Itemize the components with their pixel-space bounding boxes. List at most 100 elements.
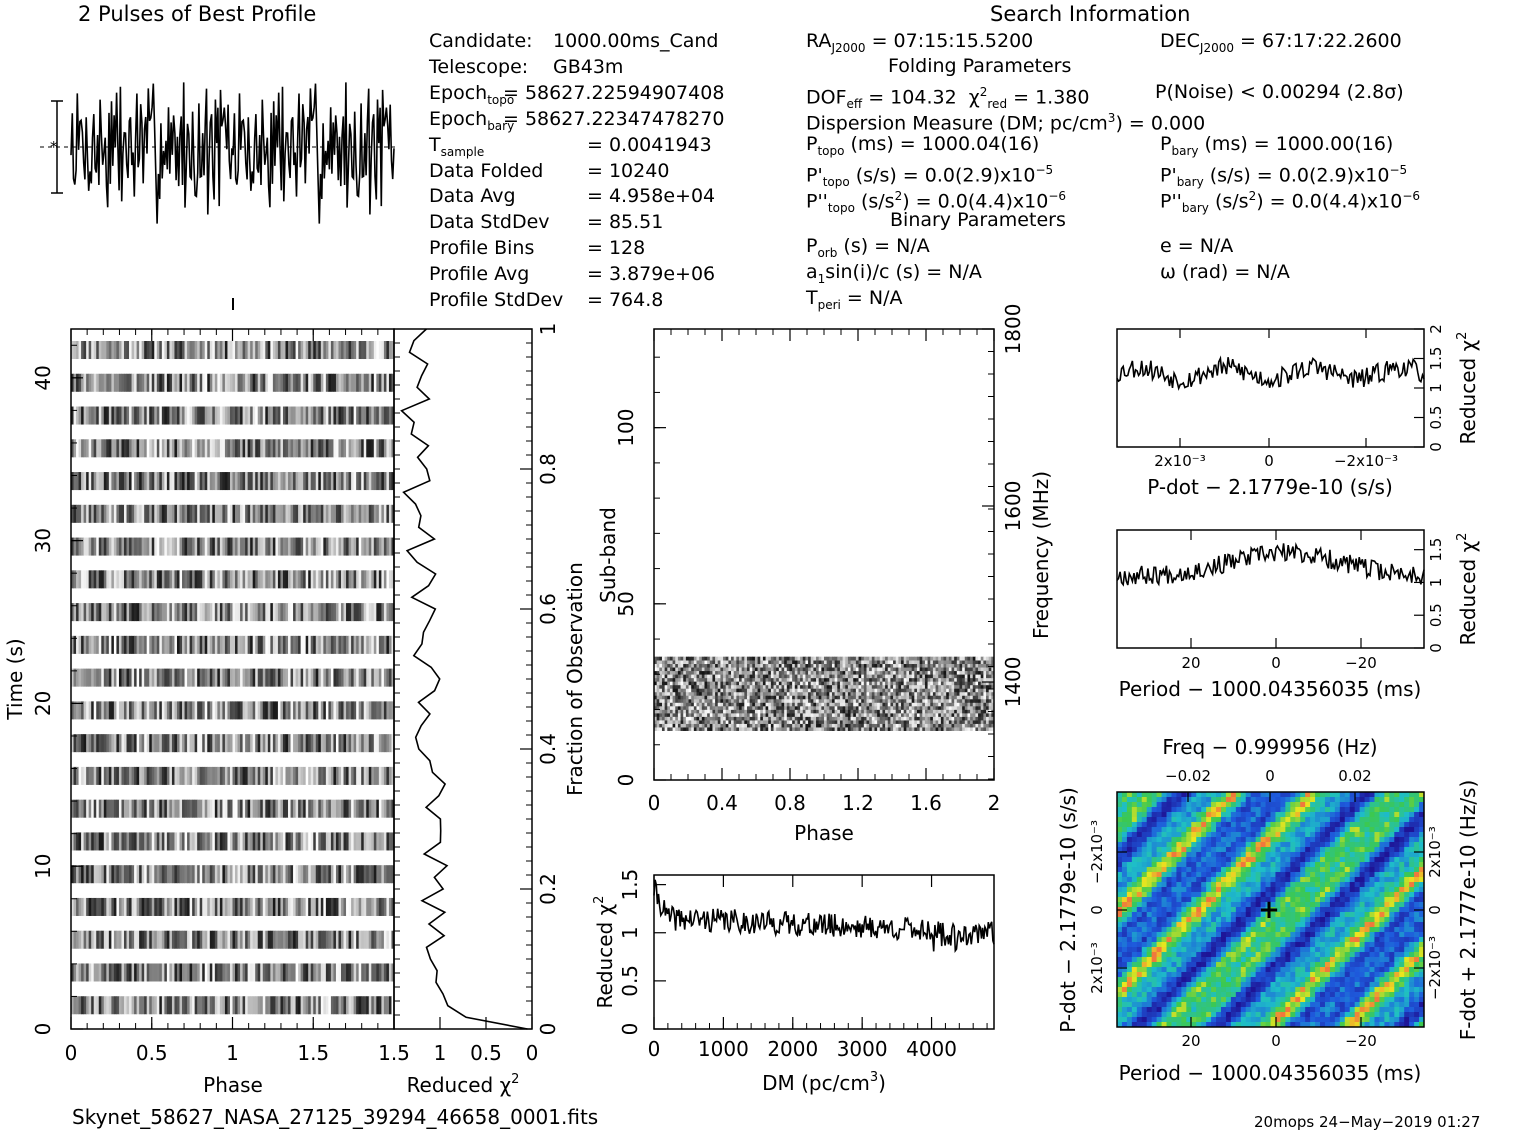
time-phase-cell (159, 341, 163, 360)
time-phase-cell (187, 766, 190, 785)
subband-cell (731, 677, 735, 682)
time-phase-cell (267, 406, 271, 425)
time-phase-cell (323, 373, 327, 392)
time-phase-cell (303, 341, 307, 360)
time-phase-cell (237, 832, 241, 851)
subband-cell (760, 691, 764, 696)
time-phase-cell (313, 635, 317, 654)
time-phase-cell (371, 832, 375, 851)
subband-cell (831, 727, 836, 731)
time-phase-cell (318, 439, 322, 458)
time-phase-cell (341, 570, 344, 589)
subband-cell (893, 677, 897, 682)
subband-cell (842, 716, 846, 721)
time-phase-cell (189, 570, 193, 589)
time-phase-cell (71, 897, 74, 916)
subband-cell (834, 691, 838, 696)
time-phase-cell (194, 504, 198, 523)
subband-cell (733, 695, 737, 700)
time-phase-cell (86, 635, 90, 654)
time-phase-cell (96, 603, 100, 622)
subband-cell (794, 677, 798, 682)
time-phase-cell (106, 603, 110, 622)
subband-cell (728, 713, 732, 717)
subband-cell (826, 720, 830, 724)
time-phase-cell (252, 996, 256, 1015)
time-phase-cell (371, 865, 375, 884)
time-phase-cell (272, 504, 276, 523)
time-phase-cell (116, 603, 120, 622)
time-phase-cell (184, 635, 188, 654)
time-phase-cell (176, 472, 180, 491)
time-phase-cell (217, 865, 221, 884)
time-phase-cell (232, 472, 236, 491)
time-phase-cell (214, 504, 218, 523)
time-phase-cell (217, 832, 221, 851)
subband-cell (866, 695, 870, 700)
time-phase-cell (368, 734, 372, 753)
subband-cell (797, 688, 801, 693)
subband-cell (924, 677, 928, 682)
time-phase-cell (282, 635, 286, 654)
subband-cell (970, 688, 974, 693)
time-phase-cell (164, 406, 168, 425)
subband-cell (760, 716, 764, 721)
time-phase-cell (159, 996, 163, 1015)
time-phase-cell (154, 701, 158, 720)
time-phase-cell (179, 406, 183, 425)
subband-cell (688, 695, 692, 700)
subband-cell (810, 723, 814, 728)
subband-cell (784, 684, 788, 689)
time-phase-cell (197, 472, 201, 491)
time-phase-cell (376, 963, 380, 982)
time-phase-cell (219, 504, 223, 523)
time-phase-cell (245, 996, 249, 1015)
subband-cell (930, 723, 934, 728)
subband-cell (869, 723, 873, 728)
time-phase-cell (156, 734, 160, 753)
subband-cell (693, 691, 697, 696)
subband-cell (770, 698, 774, 703)
subband-cell (760, 720, 764, 724)
time-phase-cell (154, 504, 158, 523)
subband-cell (693, 684, 697, 689)
time-phase-cell (197, 865, 201, 884)
time-phase-cell (192, 472, 196, 491)
subband-cell (866, 677, 870, 682)
time-phase-cell (169, 537, 173, 556)
time-phase-cell (76, 930, 79, 949)
subband-cell (664, 674, 668, 679)
subband-cell (935, 727, 939, 731)
subband-cell (911, 723, 915, 728)
subband-cell (898, 674, 902, 679)
subband-cell (802, 688, 806, 693)
subband-cell (739, 681, 743, 686)
subband-cell (871, 681, 875, 686)
subband-cell (717, 698, 721, 703)
subband-cell (805, 695, 809, 700)
time-phase-cell (303, 537, 307, 556)
time-phase-cell (353, 504, 357, 523)
subband-cell (988, 698, 992, 703)
time-phase-cell (227, 504, 231, 523)
subband-cell (672, 691, 676, 696)
subband-cell (885, 674, 889, 679)
time-phase-cell (149, 668, 153, 687)
time-phase-cell (159, 635, 163, 654)
time-phase-cell (260, 930, 264, 949)
time-phase-cell (111, 734, 115, 753)
time-phase-cell (76, 668, 79, 687)
time-phase-cell (313, 766, 317, 785)
subband-cell (983, 720, 987, 724)
time-phase-cell (174, 341, 178, 360)
time-phase-cell (295, 472, 299, 491)
subband-cell (685, 713, 689, 717)
time-phase-cell (217, 897, 221, 916)
time-phase-cell (313, 504, 317, 523)
time-phase-cell (151, 799, 155, 818)
time-phase-cell (121, 537, 125, 556)
time-phase-cell (363, 897, 367, 916)
time-phase-cell (328, 668, 332, 687)
time-phase-cell (298, 668, 302, 687)
subband-cell (932, 706, 936, 710)
